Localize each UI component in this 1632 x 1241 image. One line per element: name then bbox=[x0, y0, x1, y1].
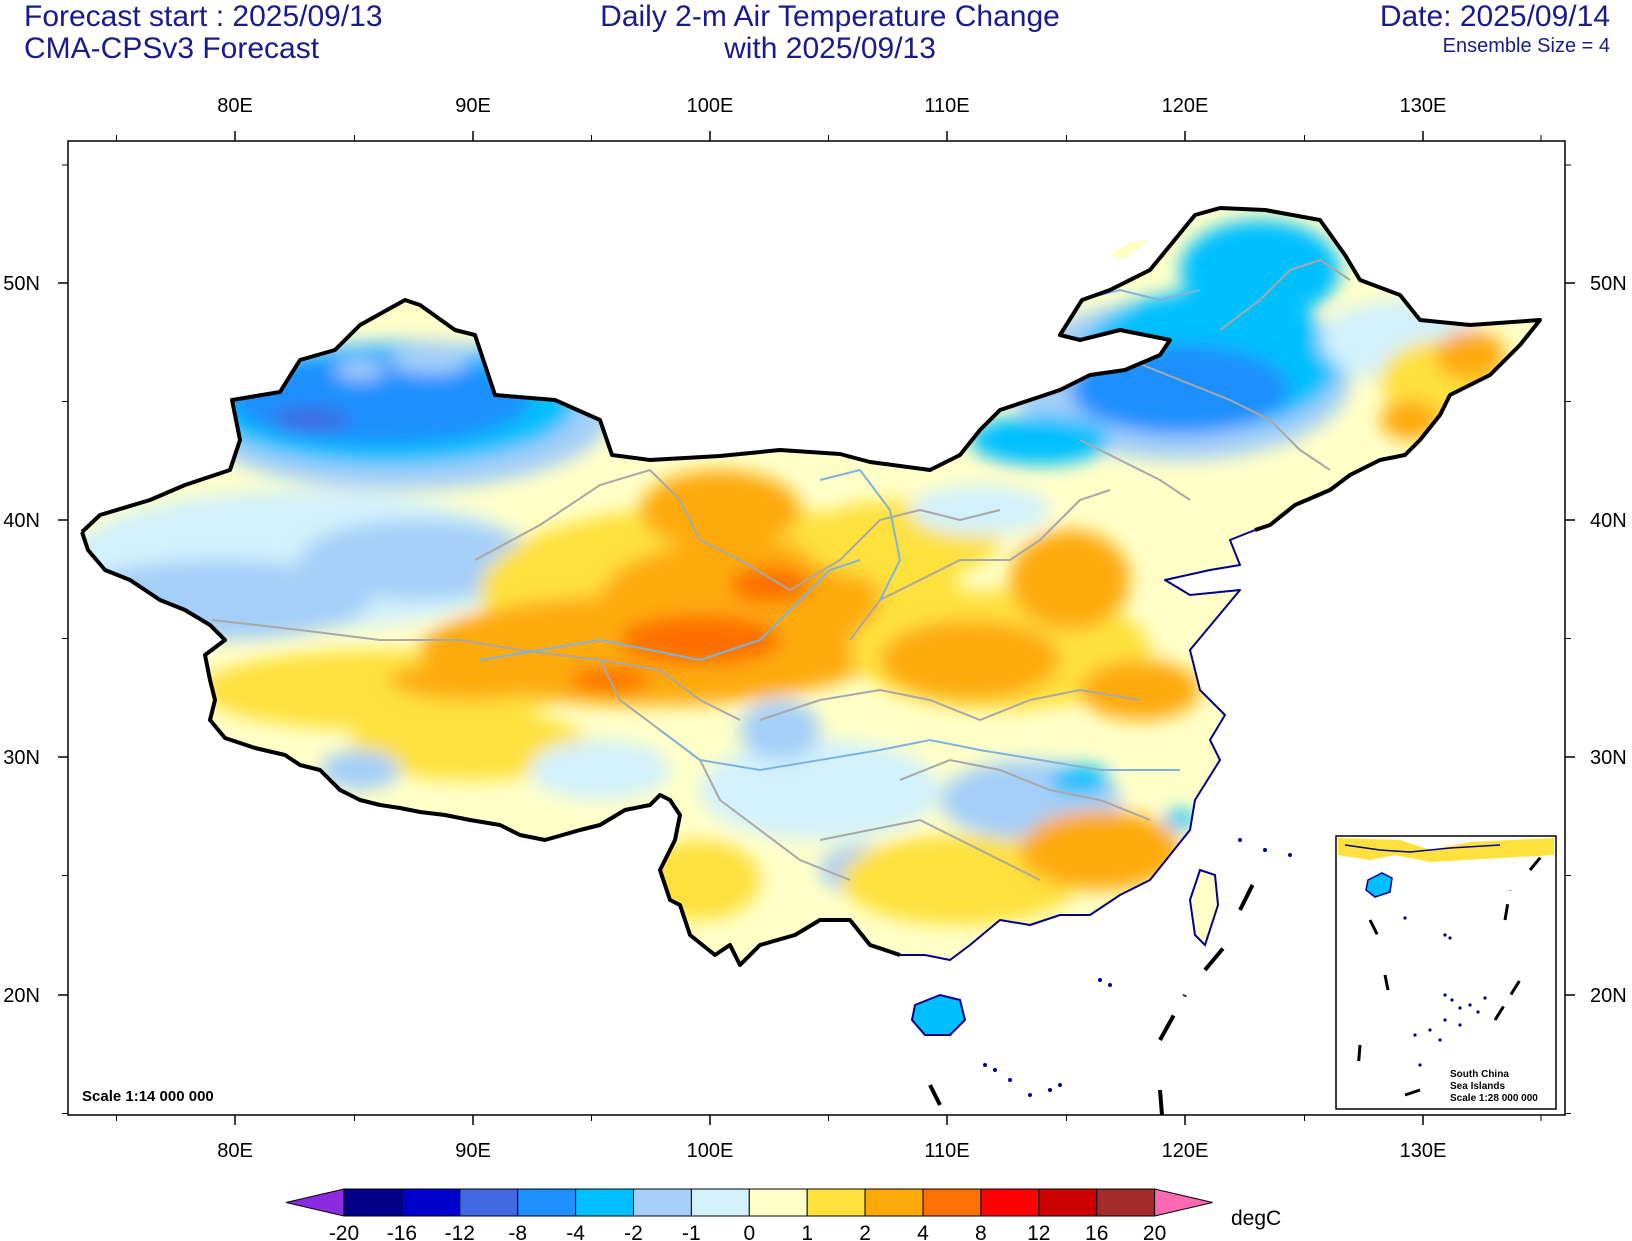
lon-label-bottom: 80E bbox=[217, 1140, 253, 1162]
colorbar-unit-label: degC bbox=[1231, 1207, 1281, 1230]
colorbar-tick-label: -1 bbox=[682, 1222, 701, 1241]
colorbar: degC -20 -16 -12 -8 -4 -2 -1 0 1 2 4 8 12 16 20 bbox=[285, 1188, 1281, 1241]
colorbar-swatch bbox=[343, 1188, 403, 1217]
lon-label-bottom: 100E bbox=[687, 1140, 734, 1162]
colorbar-tick-label: 2 bbox=[859, 1222, 871, 1241]
colorbar-tick-label: 20 bbox=[1143, 1222, 1166, 1241]
colorbar-min-arrow bbox=[285, 1188, 345, 1217]
taiwan-island bbox=[1188, 868, 1220, 947]
colorbar-tick-label: 12 bbox=[1027, 1222, 1050, 1241]
chart-subtitle: with 2025/09/13 bbox=[724, 32, 936, 65]
lon-label-top: 90E bbox=[455, 95, 491, 117]
small-islands bbox=[983, 838, 1292, 1097]
province-boundaries bbox=[211, 258, 1351, 881]
lat-label-right: 20N bbox=[1590, 985, 1627, 1007]
national-border-southwest bbox=[80, 531, 901, 967]
inset-label-1: South China bbox=[1450, 1069, 1509, 1080]
lat-label-left: 40N bbox=[3, 510, 40, 532]
colorbar-swatch bbox=[806, 1188, 866, 1217]
forecast-start-label: Forecast start : 2025/09/13 bbox=[24, 0, 383, 33]
inset-label-3: Scale 1:28 000 000 bbox=[1450, 1093, 1538, 1104]
colorbar-tick-label: -4 bbox=[566, 1222, 585, 1241]
ensemble-size-label: Ensemble Size = 4 bbox=[1442, 35, 1610, 57]
colorbar-tick-label: -2 bbox=[624, 1222, 643, 1241]
lon-label-top: 130E bbox=[1400, 95, 1447, 117]
colorbar-swatch bbox=[748, 1188, 808, 1217]
colorbar-swatch bbox=[401, 1188, 461, 1217]
national-border-north bbox=[80, 206, 1542, 534]
colorbar-swatch bbox=[575, 1188, 634, 1217]
colorbar-tick-label: 1 bbox=[801, 1222, 813, 1241]
colorbar-max-arrow bbox=[1154, 1188, 1213, 1217]
colorbar-swatch bbox=[459, 1188, 519, 1217]
inset-south-china-sea: South China Sea Islands Scale 1:28 000 0… bbox=[1335, 835, 1557, 1110]
colorbar-swatch bbox=[1038, 1188, 1098, 1217]
map-axes: 80E 80E 90E 90E 100E 100E 110E 110E 120E 120E 130E… bbox=[3, 95, 1626, 1162]
colorbar-tick-label: -8 bbox=[508, 1222, 527, 1241]
lat-label-right: 30N bbox=[1590, 747, 1627, 769]
colorbar-swatch bbox=[922, 1188, 982, 1217]
lon-label-bottom: 110E bbox=[924, 1140, 969, 1162]
colorbar-tick-label: -20 bbox=[329, 1222, 359, 1241]
colorbar-swatch bbox=[633, 1188, 692, 1217]
hainan-island bbox=[910, 993, 967, 1036]
colorbar-tick-label: 0 bbox=[743, 1222, 755, 1241]
inset-label-2: Sea Islands bbox=[1450, 1081, 1505, 1092]
lon-label-top: 80E bbox=[217, 95, 253, 117]
colorbar-tick-label: -12 bbox=[445, 1222, 475, 1241]
colorbar-swatch bbox=[517, 1188, 577, 1217]
colorbar-tick-label: 16 bbox=[1085, 1222, 1108, 1241]
colorbar-tick-label: 4 bbox=[917, 1222, 929, 1241]
valid-date-label: Date: 2025/09/14 bbox=[1379, 0, 1610, 33]
colorbar-swatch bbox=[864, 1188, 924, 1217]
colorbar-tick-label: 8 bbox=[975, 1222, 987, 1241]
colorbar-swatch bbox=[1096, 1188, 1156, 1217]
lon-label-top: 100E bbox=[687, 95, 734, 117]
maritime-boundary-dashes bbox=[928, 879, 1257, 1116]
colorbar-tick-label: -16 bbox=[387, 1222, 417, 1241]
lat-label-right: 50N bbox=[1590, 273, 1627, 295]
lat-label-left: 20N bbox=[3, 985, 40, 1007]
coastline bbox=[900, 529, 1256, 961]
lat-label-left: 50N bbox=[3, 273, 40, 295]
lon-label-top: 120E bbox=[1162, 95, 1209, 117]
lon-label-bottom: 130E bbox=[1400, 1140, 1447, 1162]
lat-label-right: 40N bbox=[1590, 510, 1627, 532]
colorbar-swatch bbox=[690, 1188, 750, 1217]
lat-label-left: 30N bbox=[3, 747, 40, 769]
lon-label-bottom: 120E bbox=[1162, 1140, 1209, 1162]
lon-label-top: 110E bbox=[924, 95, 969, 117]
map-scale-label: Scale 1:14 000 000 bbox=[82, 1088, 214, 1105]
lon-label-bottom: 90E bbox=[455, 1140, 491, 1162]
chart-title: Daily 2-m Air Temperature Change bbox=[600, 0, 1060, 33]
colorbar-swatch bbox=[980, 1188, 1040, 1217]
model-label: CMA-CPSv3 Forecast bbox=[24, 32, 320, 65]
